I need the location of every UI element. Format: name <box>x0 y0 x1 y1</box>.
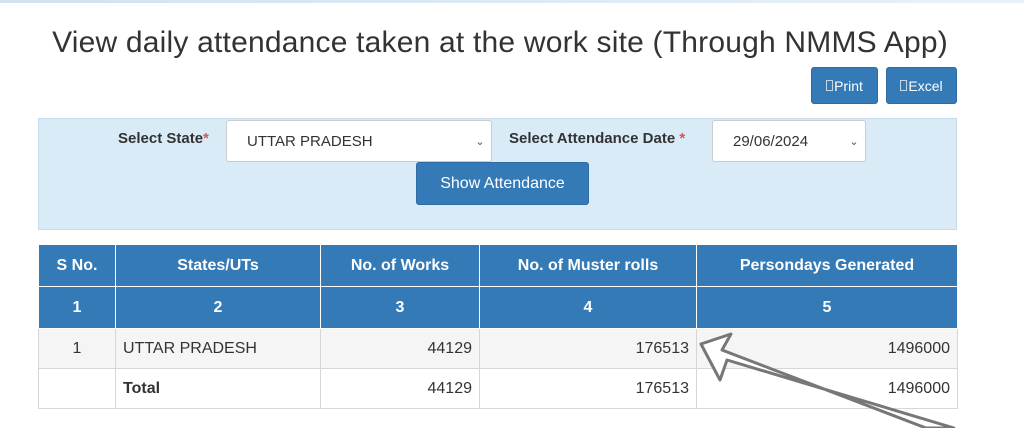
required-marker: * <box>203 130 209 147</box>
col-number: 3 <box>320 286 480 329</box>
show-attendance-button[interactable]: Show Attendance <box>416 162 589 205</box>
state-link[interactable]: UTTAR PRADESH <box>115 328 321 369</box>
cell-sno: 1 <box>38 328 116 369</box>
page-title: View daily attendance taken at the work … <box>52 26 948 59</box>
col-number: 2 <box>115 286 321 329</box>
table-column-number-row: 1 2 3 4 5 <box>38 286 958 329</box>
muster-rolls-link[interactable]: 176513 <box>479 328 697 369</box>
date-label: Select Attendance Date * <box>509 130 686 147</box>
attendance-table: S No. States/UTs No. of Works No. of Mus… <box>38 244 958 409</box>
table-row: 1 UTTAR PRADESH 44129 176513 1496000 <box>38 328 958 369</box>
print-icon <box>826 80 834 91</box>
required-marker: * <box>679 130 686 147</box>
date-select-value: 29/06/2024 <box>733 132 809 150</box>
chevron-down-icon: ⌄ <box>849 135 859 148</box>
total-label: Total <box>115 368 321 409</box>
table-total-row: Total 44129 176513 1496000 <box>38 368 958 409</box>
total-works: 44129 <box>320 368 480 409</box>
excel-icon <box>900 80 908 91</box>
col-header-persondays: Persondays Generated <box>696 244 958 287</box>
state-label: Select State* <box>118 130 209 147</box>
col-number: 4 <box>479 286 697 329</box>
print-button[interactable]: Print <box>811 67 878 104</box>
top-strip <box>0 0 1024 3</box>
col-header-muster-rolls: No. of Muster rolls <box>479 244 697 287</box>
cell-empty <box>38 368 116 409</box>
print-button-label: Print <box>834 77 863 94</box>
total-muster-rolls: 176513 <box>479 368 697 409</box>
col-header-states: States/UTs <box>115 244 321 287</box>
excel-button-label: Excel <box>908 77 943 94</box>
date-select[interactable]: 29/06/2024 ⌄ <box>712 120 866 162</box>
chevron-down-icon: ⌄ <box>475 135 485 148</box>
col-number: 1 <box>38 286 116 329</box>
table-header-row: S No. States/UTs No. of Works No. of Mus… <box>38 244 958 287</box>
col-number: 5 <box>696 286 958 329</box>
state-select[interactable]: UTTAR PRADESH ⌄ <box>226 120 492 162</box>
col-header-works: No. of Works <box>320 244 480 287</box>
col-header-sno: S No. <box>38 244 116 287</box>
excel-button[interactable]: Excel <box>886 67 957 104</box>
state-select-value: UTTAR PRADESH <box>247 132 373 150</box>
